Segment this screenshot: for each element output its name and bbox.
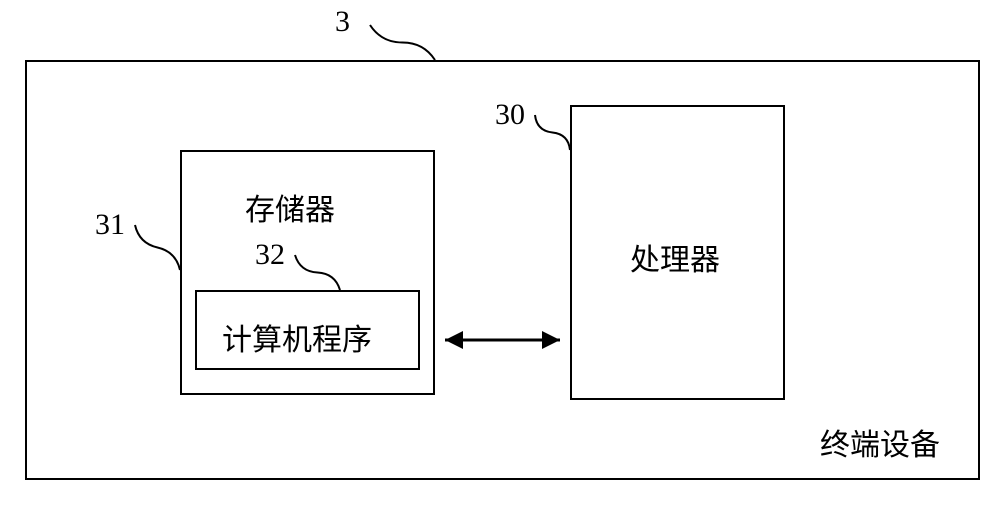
- memory-label: 存储器: [245, 185, 335, 229]
- processor-label: 处理器: [630, 235, 720, 279]
- ref-30-label: 30: [495, 98, 525, 132]
- ref-32-label: 32: [255, 238, 285, 272]
- terminal-label: 终端设备: [820, 420, 940, 464]
- program-label: 计算机程序: [222, 315, 372, 359]
- ref-31-label: 31: [95, 208, 125, 242]
- ref-3-label: 3: [335, 5, 350, 39]
- diagram-canvas: 存储器 计算机程序 处理器 终端设备 3 30 31 32: [0, 0, 1000, 506]
